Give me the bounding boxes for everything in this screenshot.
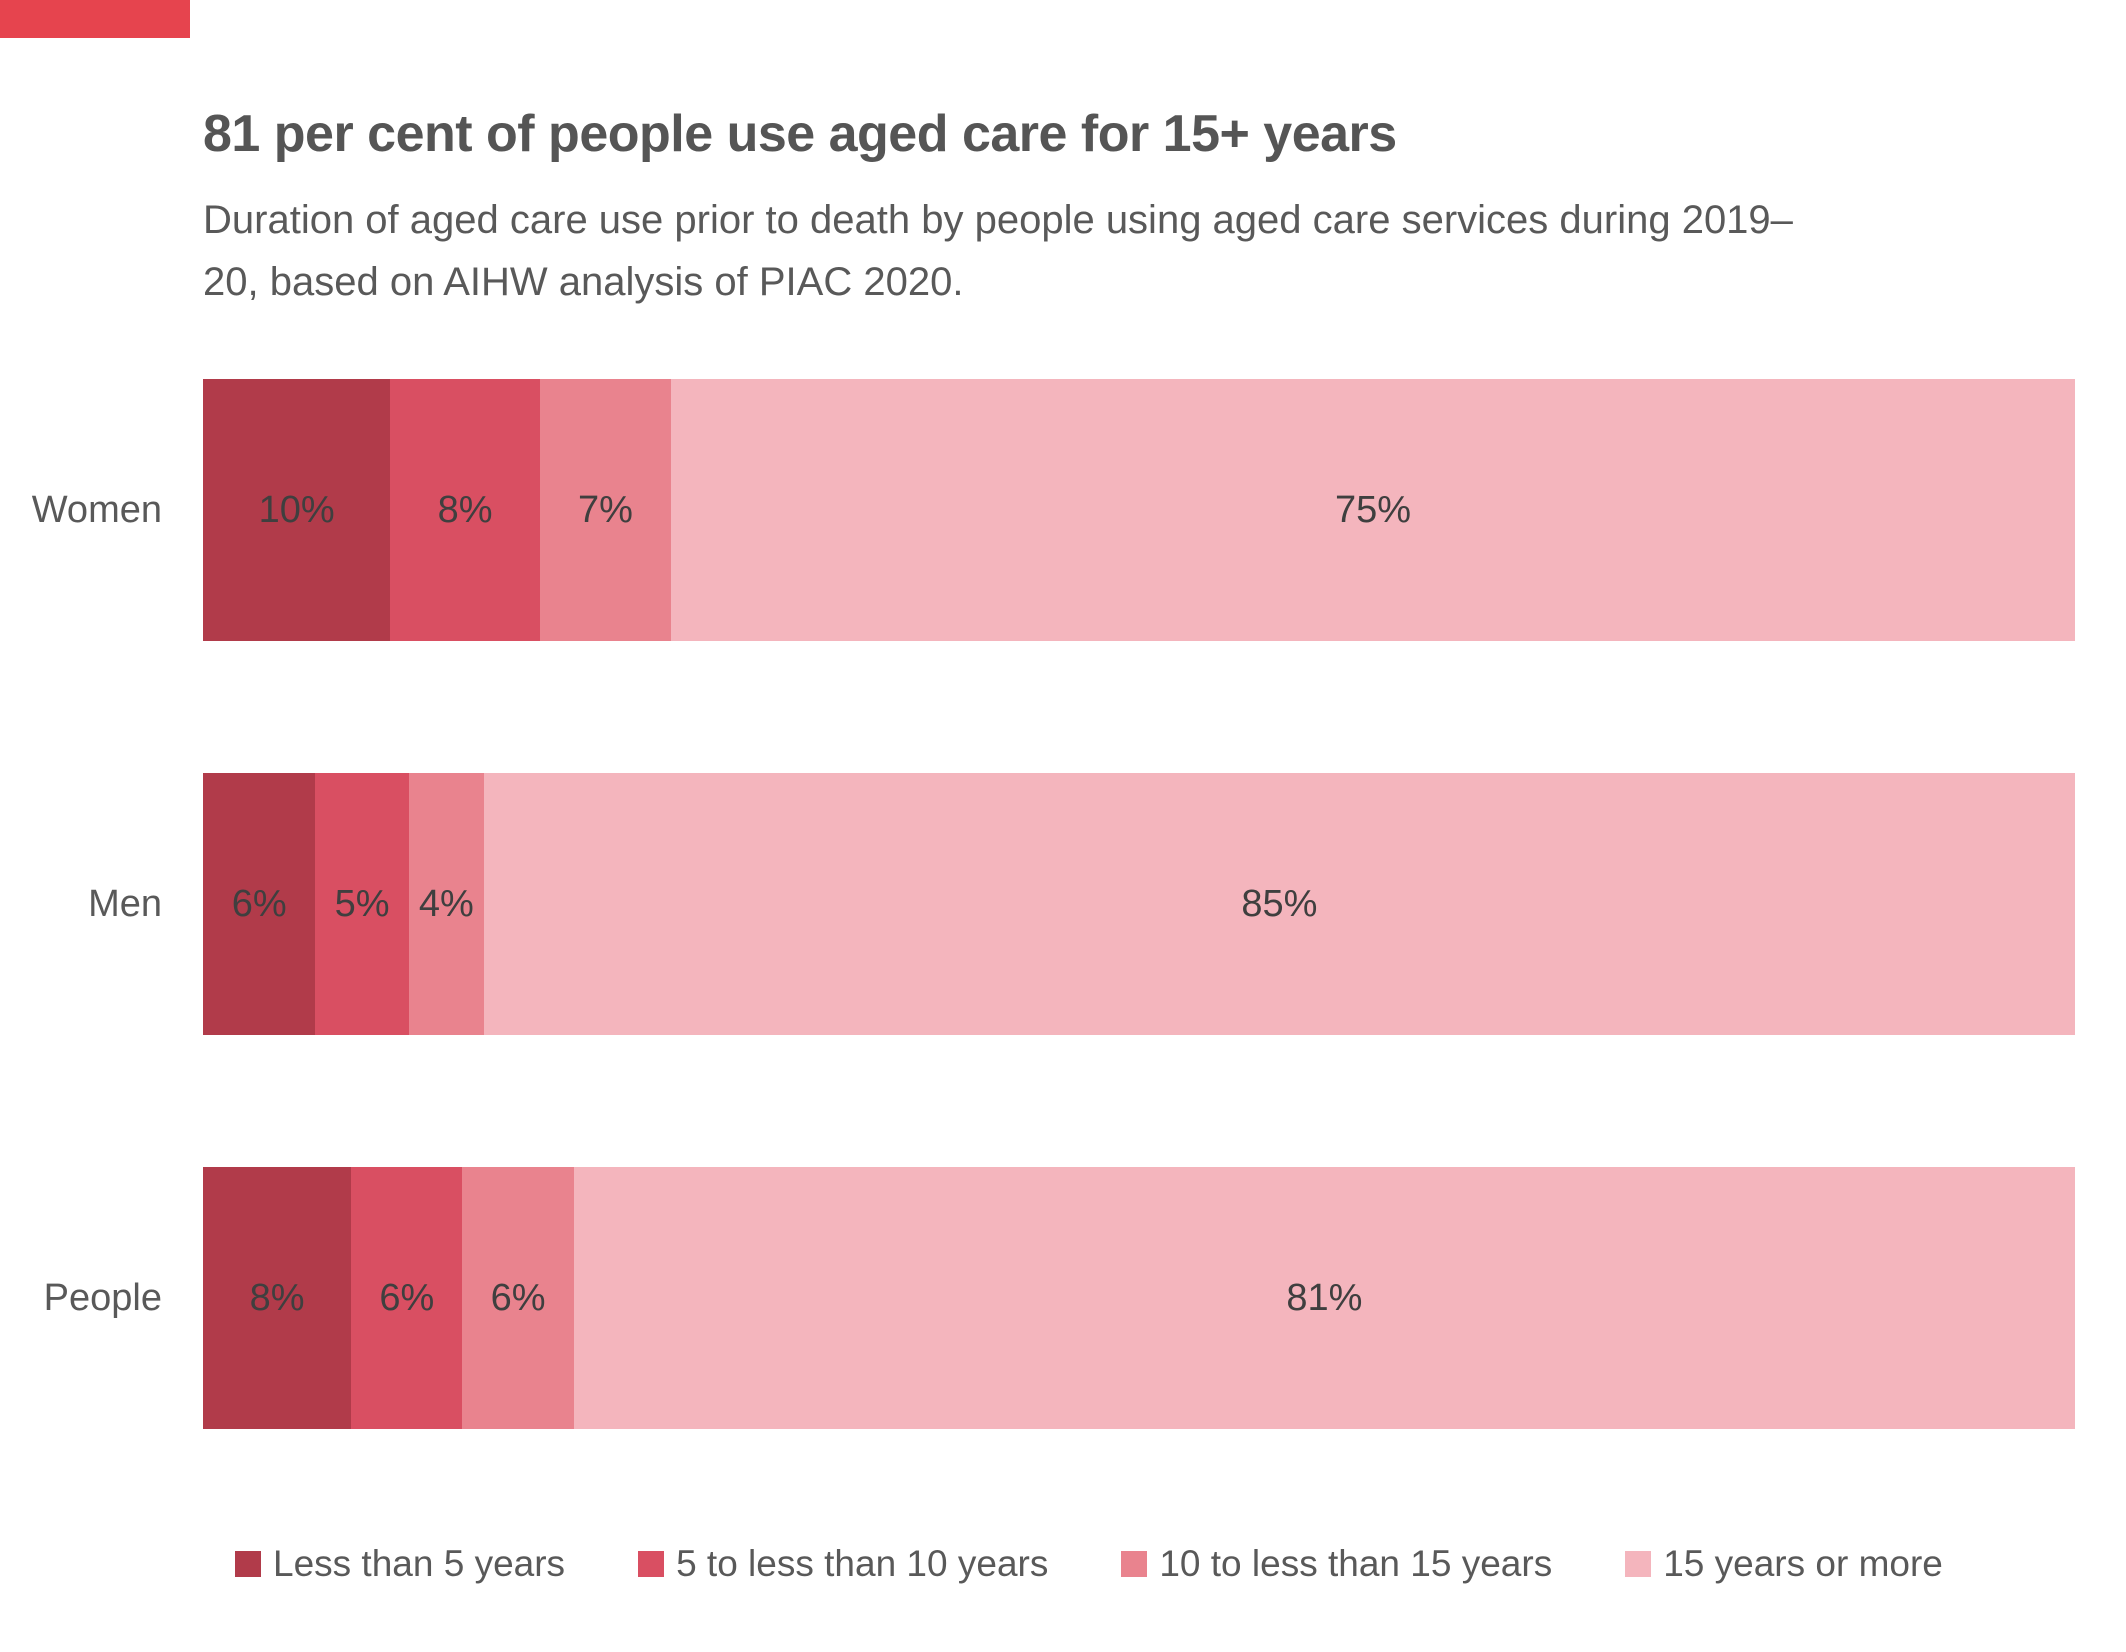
bar-segment-value: 6% [490, 1276, 546, 1319]
bar-row: People 8% 6% 6% 81% [0, 1167, 2126, 1430]
bar-segment-value: 6% [231, 882, 287, 925]
category-label: People [43, 1276, 162, 1319]
corner-tab [0, 0, 190, 38]
page-title: 81 per cent of people use aged care for … [203, 105, 1397, 163]
bar-segment: 6% [351, 1167, 463, 1430]
bar-segment-value: 4% [418, 882, 474, 925]
bar-row: Men 6% 5% 4% 85% [0, 773, 2126, 1036]
legend-swatch [638, 1551, 665, 1578]
bar-segment: 8% [203, 1167, 352, 1430]
page-subtitle: Duration of aged care use prior to death… [203, 198, 1793, 305]
bar-segment: 6% [203, 773, 316, 1036]
stacked-bar: 6% 5% 4% 85% [203, 773, 2075, 1036]
bar-segment: 6% [462, 1167, 574, 1430]
bar-segment-value: 10% [258, 488, 335, 531]
bar-segment: 5% [315, 773, 409, 1036]
bar-segment-value: 6% [379, 1276, 435, 1319]
bar-segment: 10% [203, 379, 391, 642]
legend-swatch [1625, 1551, 1652, 1578]
category-label: Men [88, 882, 162, 925]
bar-segment: 7% [539, 379, 672, 642]
legend-item: 5 to less than 10 years [638, 1543, 1048, 1585]
bar-segment: 8% [390, 379, 540, 642]
bar-segment-value: 8% [437, 488, 493, 531]
legend-swatch [1121, 1551, 1148, 1578]
chart-header: 81 per cent of people use aged care for … [0, 0, 2126, 313]
bar-segment-value: 7% [578, 488, 633, 531]
stacked-bar: 8% 6% 6% 81% [203, 1167, 2075, 1430]
bar-segment-value: 75% [1334, 488, 1412, 531]
bar-segment: 75% [671, 379, 2076, 642]
legend-item: 10 to less than 15 years [1121, 1543, 1552, 1585]
bar-segment-value: 81% [1286, 1276, 1363, 1319]
legend-label: 5 to less than 10 years [676, 1543, 1049, 1585]
legend-swatch [235, 1551, 261, 1578]
stacked-bar: 10% 8% 7% 75% [203, 379, 2076, 642]
legend-item: Less than 5 years [235, 1543, 565, 1585]
legend-label: Less than 5 years [273, 1543, 566, 1585]
bar-segment: 81% [573, 1167, 2075, 1430]
category-label: Women [31, 488, 162, 531]
legend-label: 15 years or more [1663, 1543, 1943, 1585]
legend-label: 10 to less than 15 years [1159, 1543, 1553, 1585]
bar-segment-value: 8% [249, 1276, 305, 1319]
legend-item: 15 years or more [1625, 1543, 1943, 1585]
bar-segment: 4% [408, 773, 484, 1036]
bar-row: Women 10% 8% 7% 75% [0, 379, 2126, 642]
bar-segment: 85% [483, 773, 2075, 1036]
stacked-bar-chart: Women 10% 8% 7% 75% Men 6% 5% 4% 85% People 8% 6% 6% 8… [0, 379, 2126, 1430]
bar-segment-value: 5% [334, 882, 390, 925]
chart-legend: Less than 5 years 5 to less than 10 years… [235, 1543, 2126, 1585]
bar-segment-value: 85% [1241, 882, 1318, 925]
